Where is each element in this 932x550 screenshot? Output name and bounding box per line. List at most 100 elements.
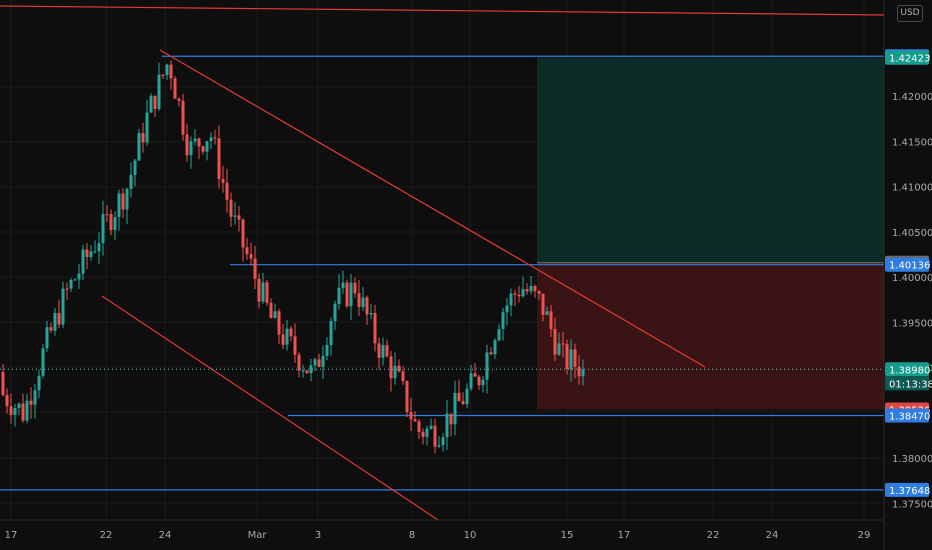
- candle-body: [153, 95, 157, 109]
- candle-body: [9, 406, 13, 415]
- candle-body: [325, 345, 329, 356]
- candle-down: [561, 331, 565, 358]
- candle-down: [345, 279, 349, 309]
- candle-body: [117, 193, 121, 217]
- candle-body: [425, 428, 429, 437]
- candle-down: [293, 323, 297, 363]
- candle-down: [517, 285, 521, 303]
- candle-up: [337, 274, 341, 310]
- candle-body: [405, 381, 409, 413]
- price-axis-label: 1.42000: [892, 92, 932, 103]
- candle-body: [413, 419, 417, 422]
- candle-body: [101, 214, 105, 244]
- candle-body: [77, 273, 81, 280]
- candle-body: [485, 352, 489, 380]
- candle-body: [273, 311, 277, 319]
- candle-body: [321, 355, 325, 367]
- trendline-channel-lower[interactable]: [101, 295, 439, 521]
- candle-body: [201, 146, 205, 152]
- candle-up: [13, 403, 17, 427]
- candle-up: [129, 162, 133, 198]
- candle-up: [93, 240, 97, 254]
- candle-up: [285, 319, 289, 351]
- candle-down: [541, 293, 545, 322]
- candle-up: [505, 297, 509, 326]
- candle-up: [37, 369, 41, 399]
- candle-up: [97, 232, 101, 264]
- candle-up: [77, 263, 81, 289]
- candle-body: [209, 137, 213, 142]
- currency-button[interactable]: USD: [897, 5, 923, 22]
- candle-down: [241, 218, 245, 262]
- candle-down: [477, 374, 481, 390]
- trendline-top[interactable]: [0, 5, 885, 16]
- candle-down: [253, 245, 257, 290]
- candle-up: [497, 324, 501, 342]
- candle-up: [445, 399, 449, 450]
- candle-body: [233, 215, 237, 217]
- candle-down: [553, 317, 557, 361]
- time-axis-label: 15: [561, 530, 574, 541]
- candle-up: [309, 358, 313, 382]
- candle-body: [181, 100, 185, 135]
- candle-body: [297, 354, 301, 371]
- time-axis-label: 8: [409, 530, 415, 541]
- candle-up: [45, 320, 49, 352]
- candle-body: [5, 394, 9, 407]
- candle-body: [129, 174, 133, 189]
- candle-body: [437, 445, 441, 447]
- time-axis-label: Mar: [248, 530, 268, 541]
- candle-body: [309, 365, 313, 374]
- candle-up: [557, 332, 561, 356]
- time-axis-label: 29: [858, 530, 871, 541]
- trendline-channel-upper[interactable]: [159, 49, 706, 368]
- candle-down: [141, 122, 145, 153]
- candle-body: [329, 321, 333, 346]
- candle-up: [25, 393, 29, 424]
- candle-body: [441, 437, 445, 446]
- candle-up: [545, 306, 549, 316]
- candle-body: [165, 64, 169, 75]
- candle-up: [361, 287, 365, 311]
- candle-body: [557, 343, 561, 355]
- candle-body: [185, 134, 189, 156]
- candle-body: [473, 373, 477, 377]
- candle-down: [549, 304, 553, 337]
- candle-down: [421, 428, 425, 445]
- candle-up: [569, 339, 573, 382]
- candle-body: [277, 311, 281, 335]
- candle-down: [537, 290, 541, 300]
- candle-body: [221, 179, 225, 183]
- candle-body: [341, 282, 345, 288]
- price-axis-label: 1.41000: [892, 183, 932, 194]
- candle-down: [245, 237, 249, 260]
- candle-body: [489, 352, 493, 355]
- candle-body: [65, 288, 69, 290]
- candle-down: [449, 413, 453, 437]
- position-stop-zone: [537, 262, 884, 410]
- candle-down: [5, 388, 9, 414]
- candle-body: [37, 375, 41, 391]
- candle-body: [197, 138, 201, 147]
- candle-down: [433, 418, 437, 454]
- candle-up: [89, 245, 93, 261]
- candle-body: [465, 388, 469, 405]
- candle-down: [365, 295, 369, 325]
- candle-up: [321, 345, 325, 380]
- price-tag: [885, 362, 929, 377]
- candle-down: [185, 123, 189, 162]
- candle-up: [369, 304, 373, 320]
- candle-up: [341, 270, 345, 294]
- candle-body: [497, 328, 501, 341]
- candle-body: [357, 293, 361, 307]
- candle-down: [105, 204, 109, 223]
- candle-up: [157, 62, 161, 112]
- candle-body: [281, 334, 285, 345]
- price-tag-label: 1.42423: [889, 54, 930, 65]
- candle-body: [317, 359, 321, 367]
- candle-down: [277, 308, 281, 345]
- candle-down: [201, 145, 205, 155]
- candle-body: [261, 282, 265, 302]
